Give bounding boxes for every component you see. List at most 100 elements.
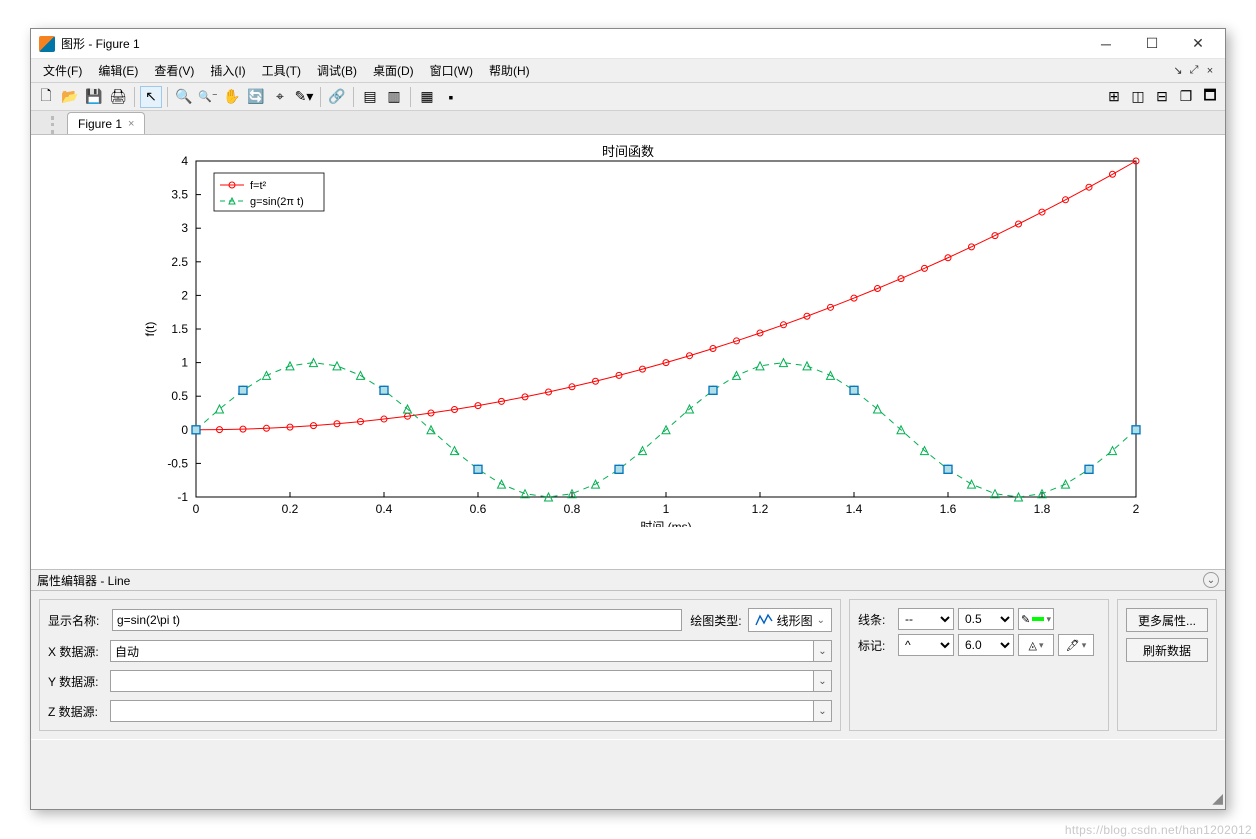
more-properties-button[interactable]: 更多属性... — [1126, 608, 1208, 632]
tab-gripper[interactable] — [51, 116, 61, 134]
line-style-select[interactable]: -- — [898, 608, 954, 630]
menu-insert[interactable]: 插入(I) — [202, 59, 253, 82]
style-fieldset: 线条: -- 0.5 ✎ ▾ 标记: ^ 6.0 ◬ ▾ 🖊 ▾ — [849, 599, 1109, 731]
display-name-input[interactable] — [112, 609, 682, 631]
maximize-button[interactable]: ☐ — [1129, 30, 1175, 58]
dock-icon[interactable]: ⤢ — [1187, 64, 1201, 78]
menu-edit[interactable]: 编辑(E) — [90, 59, 146, 82]
svg-text:2: 2 — [1133, 502, 1140, 516]
titlebar: 图形 - Figure 1 ─ ☐ ✕ — [31, 29, 1225, 59]
chevron-down-icon: ▾ — [1082, 640, 1087, 651]
menu-tools[interactable]: 工具(T) — [254, 59, 309, 82]
refresh-data-button[interactable]: 刷新数据 — [1126, 638, 1208, 662]
menu-desktop[interactable]: 桌面(D) — [365, 59, 422, 82]
tab-figure-1[interactable]: Figure 1 × — [67, 112, 145, 134]
menubar: 文件(F) 编辑(E) 查看(V) 插入(I) 工具(T) 调试(B) 桌面(D… — [31, 59, 1225, 83]
print-icon[interactable]: 🖨 — [107, 86, 129, 108]
close-panel-icon[interactable]: × — [1203, 64, 1217, 78]
svg-text:0.5: 0.5 — [171, 389, 188, 403]
minimize-button[interactable]: ─ — [1083, 30, 1129, 58]
tile-vert-icon[interactable]: ◫ — [1127, 86, 1149, 108]
svg-text:-0.5: -0.5 — [167, 456, 188, 470]
actions-fieldset: 更多属性... 刷新数据 — [1117, 599, 1217, 731]
line-style-label: 线条: — [858, 611, 894, 628]
tab-close-icon[interactable]: × — [128, 118, 134, 130]
svg-text:0: 0 — [181, 423, 188, 437]
data-cursor-icon[interactable]: ⌖ — [269, 86, 291, 108]
svg-text:1: 1 — [663, 502, 670, 516]
menu-help[interactable]: 帮助(H) — [481, 59, 538, 82]
x-source-label: X 数据源: — [48, 643, 104, 660]
line-color-button[interactable]: ✎ ▾ — [1018, 608, 1054, 630]
svg-text:1.4: 1.4 — [846, 502, 863, 516]
open-icon[interactable]: 📂 — [59, 86, 81, 108]
tile-2x2-icon[interactable]: ⊞ — [1103, 86, 1125, 108]
z-source-dropdown-icon[interactable]: ⌄ — [814, 700, 832, 722]
svg-text:g=sin(2π t): g=sin(2π t) — [250, 196, 304, 208]
rotate-icon[interactable]: 🔄 — [245, 86, 267, 108]
tile-horiz-icon[interactable]: ⊟ — [1151, 86, 1173, 108]
x-source-dropdown-icon[interactable]: ⌄ — [814, 640, 832, 662]
svg-text:0.4: 0.4 — [376, 502, 393, 516]
pencil-icon: ✎ — [1021, 613, 1030, 626]
brush-icon: 🖊 — [1066, 639, 1080, 652]
svg-text:1: 1 — [181, 356, 188, 370]
menu-view[interactable]: 查看(V) — [146, 59, 202, 82]
link-icon[interactable]: 🔗 — [326, 86, 348, 108]
brush-icon[interactable]: ✎▾ — [293, 86, 315, 108]
collapse-panel-icon[interactable]: ⌄ — [1203, 572, 1219, 588]
play-icon[interactable]: ▦ — [416, 86, 438, 108]
svg-text:1.6: 1.6 — [940, 502, 957, 516]
svg-text:1.2: 1.2 — [752, 502, 769, 516]
property-editor-header: 属性编辑器 - Line ⌄ — [31, 569, 1225, 591]
save-icon[interactable]: 💾 — [83, 86, 105, 108]
svg-text:0.8: 0.8 — [564, 502, 581, 516]
tab-label: Figure 1 — [78, 117, 122, 131]
float-icon[interactable]: ❐ — [1175, 86, 1197, 108]
plot-type-select[interactable]: 线形图 ⌄ — [748, 608, 832, 632]
menu-debug[interactable]: 调试(B) — [309, 59, 365, 82]
z-source-label: Z 数据源: — [48, 703, 104, 720]
chart-canvas: 00.20.40.60.811.21.41.61.82-1-0.500.511.… — [31, 135, 1225, 527]
close-button[interactable]: ✕ — [1175, 30, 1221, 58]
line-width-select[interactable]: 0.5 — [958, 608, 1014, 630]
toolbar: 🗋 📂 💾 🖨 ↖ 🔍 🔍⁻ ✋ 🔄 ⌖ ✎▾ 🔗 ▤ ▥ ▦ ▪ ⊞ ◫ ⊟ … — [31, 83, 1225, 111]
new-figure-icon[interactable]: 🗋 — [35, 86, 57, 108]
insert-legend-icon[interactable]: ▤ — [359, 86, 381, 108]
insert-colorbar-icon[interactable]: ▥ — [383, 86, 405, 108]
svg-text:f=t²: f=t² — [250, 180, 267, 192]
data-fieldset: 显示名称: 绘图类型: 线形图 ⌄ X 数据源: ⌄ — [39, 599, 841, 731]
pointer-icon[interactable]: ↖ — [140, 86, 162, 108]
svg-text:2.5: 2.5 — [171, 255, 188, 269]
zoom-out-icon[interactable]: 🔍⁻ — [197, 86, 219, 108]
plot-type-label: 绘图类型: — [690, 612, 741, 629]
svg-text:1.8: 1.8 — [1034, 502, 1051, 516]
undock-icon[interactable]: ↘ — [1171, 64, 1185, 78]
tab-row: Figure 1 × — [31, 111, 1225, 135]
figure-window: 图形 - Figure 1 ─ ☐ ✕ 文件(F) 编辑(E) 查看(V) 插入… — [30, 28, 1226, 810]
max-panel-icon[interactable]: 🗖 — [1199, 86, 1221, 108]
marker-style-select[interactable]: ^ — [898, 634, 954, 656]
chevron-down-icon: ⌄ — [817, 615, 825, 626]
property-editor-title: 属性编辑器 - Line — [37, 572, 130, 589]
zoom-in-icon[interactable]: 🔍 — [173, 86, 195, 108]
svg-text:2: 2 — [181, 288, 188, 302]
marker-style-label: 标记: — [858, 637, 894, 654]
y-source-dropdown-icon[interactable]: ⌄ — [814, 670, 832, 692]
pan-icon[interactable]: ✋ — [221, 86, 243, 108]
y-source-input[interactable] — [110, 670, 814, 692]
stop-icon[interactable]: ▪ — [440, 86, 462, 108]
x-source-input[interactable] — [110, 640, 814, 662]
z-source-input[interactable] — [110, 700, 814, 722]
marker-face-color-button[interactable]: 🖊 ▾ — [1058, 634, 1094, 656]
menu-file[interactable]: 文件(F) — [35, 59, 90, 82]
menu-window[interactable]: 窗口(W) — [422, 59, 481, 82]
axes-panel[interactable]: 时间函数 00.20.40.60.811.21.41.61.82-1-0.500… — [31, 135, 1225, 569]
svg-text:3: 3 — [181, 221, 188, 235]
marker-size-select[interactable]: 6.0 — [958, 634, 1014, 656]
svg-text:4: 4 — [181, 154, 188, 168]
matlab-icon — [39, 36, 55, 52]
resize-grip-icon[interactable]: ◢ — [1209, 793, 1223, 807]
marker-edge-color-button[interactable]: ◬ ▾ — [1018, 634, 1054, 656]
svg-text:3.5: 3.5 — [171, 188, 188, 202]
